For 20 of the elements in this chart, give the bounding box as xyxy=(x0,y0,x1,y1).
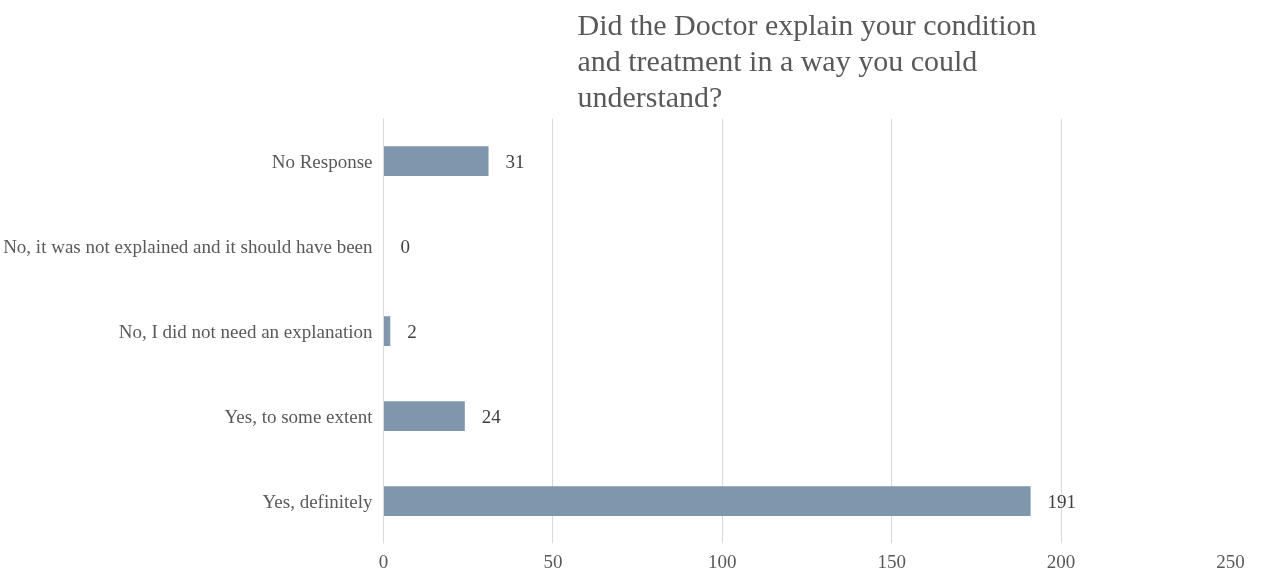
y-tick-label: Yes, definitely xyxy=(262,490,373,512)
y-tick-label: No, I did not need an explanation xyxy=(118,320,373,342)
x-tick-label: 200 xyxy=(1046,550,1076,572)
chart-title: Did the Doctor explain your condition and treatment in a way you could understand? xyxy=(577,7,1037,114)
data-label: 0 xyxy=(400,235,410,257)
bar xyxy=(383,146,489,176)
data-label: 31 xyxy=(505,150,525,172)
data-label: 191 xyxy=(1047,490,1077,512)
x-tick-label: 150 xyxy=(877,550,906,572)
x-tick-label: 0 xyxy=(378,550,389,572)
y-tick-label: Yes, to some extent xyxy=(224,405,374,427)
y-tick-label: No, it was not explained and it should have been xyxy=(3,235,373,257)
x-tick-label: 250 xyxy=(1216,550,1245,572)
data-label: 2 xyxy=(407,320,417,342)
y-tick-label: No Response xyxy=(271,150,373,172)
data-label: 24 xyxy=(481,405,502,427)
x-tick-label: 100 xyxy=(708,550,737,572)
bar xyxy=(383,486,1031,516)
x-tick-label: 50 xyxy=(543,550,563,572)
bar xyxy=(383,401,465,431)
